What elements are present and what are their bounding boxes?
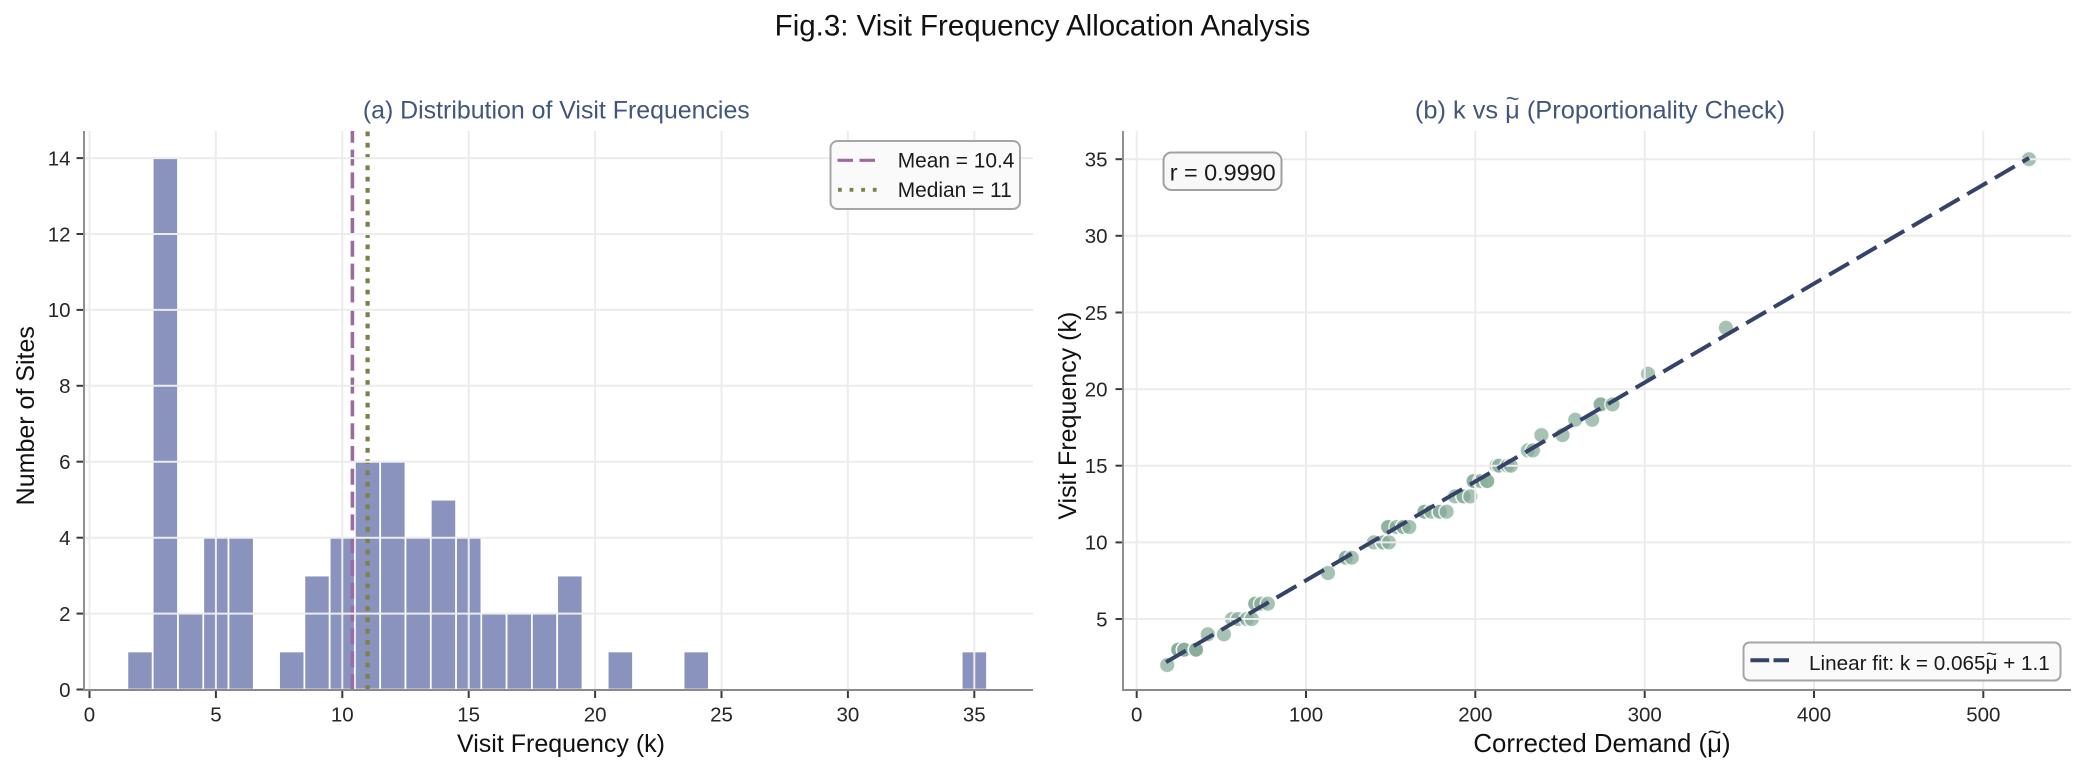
svg-text:~: ~ <box>1708 720 1722 746</box>
svg-text:0: 0 <box>84 704 95 727</box>
svg-text:15: 15 <box>1085 455 1108 478</box>
svg-text:r = 0.9990: r = 0.9990 <box>1170 159 1276 185</box>
svg-text:6: 6 <box>59 451 70 474</box>
svg-text:100: 100 <box>1289 704 1323 727</box>
svg-text:0: 0 <box>59 679 70 702</box>
svg-text:Visit Frequency (k): Visit Frequency (k) <box>1054 312 1082 520</box>
svg-text:Number of Sites: Number of Sites <box>12 326 40 505</box>
svg-text:5: 5 <box>210 704 221 727</box>
svg-text:8: 8 <box>59 375 70 398</box>
svg-text:10: 10 <box>1085 532 1108 555</box>
svg-text:Mean = 10.4: Mean = 10.4 <box>898 150 1015 173</box>
svg-text:30: 30 <box>836 704 859 727</box>
svg-text:4: 4 <box>59 527 70 550</box>
svg-text:14: 14 <box>48 147 71 170</box>
svg-text:0: 0 <box>1131 704 1142 727</box>
svg-text:Median = 11: Median = 11 <box>898 179 1012 202</box>
svg-text:Fig.3: Visit Frequency Allocat: Fig.3: Visit Frequency Allocation Analys… <box>775 10 1311 43</box>
svg-text:Visit Frequency (k): Visit Frequency (k) <box>457 730 665 758</box>
svg-text:200: 200 <box>1458 704 1492 727</box>
svg-text:~: ~ <box>1986 644 1997 665</box>
svg-text:Linear fit: k = 0.065μ + 1.1: Linear fit: k = 0.065μ + 1.1 <box>1809 652 2050 675</box>
svg-text:25: 25 <box>1085 302 1108 325</box>
svg-text:30: 30 <box>1085 225 1108 248</box>
svg-text:10: 10 <box>48 299 71 322</box>
svg-text:5: 5 <box>1096 608 1107 631</box>
svg-text:300: 300 <box>1628 704 1662 727</box>
svg-text:35: 35 <box>963 704 986 727</box>
svg-text:(a) Distribution of Visit Freq: (a) Distribution of Visit Frequencies <box>363 97 750 125</box>
svg-text:500: 500 <box>1966 704 2000 727</box>
svg-text:Corrected Demand (μ): Corrected Demand (μ) <box>1473 730 1730 758</box>
svg-text:25: 25 <box>710 704 733 727</box>
svg-text:(b) k vs μ (Proportionality Ch: (b) k vs μ (Proportionality Check) <box>1415 97 1785 125</box>
svg-text:35: 35 <box>1085 149 1108 172</box>
svg-text:10: 10 <box>331 704 354 727</box>
svg-text:2: 2 <box>59 603 70 626</box>
svg-text:20: 20 <box>1085 378 1108 401</box>
svg-text:400: 400 <box>1797 704 1831 727</box>
svg-text:20: 20 <box>584 704 607 727</box>
svg-text:15: 15 <box>457 704 480 727</box>
svg-text:12: 12 <box>48 223 71 246</box>
svg-text:~: ~ <box>1506 86 1520 112</box>
